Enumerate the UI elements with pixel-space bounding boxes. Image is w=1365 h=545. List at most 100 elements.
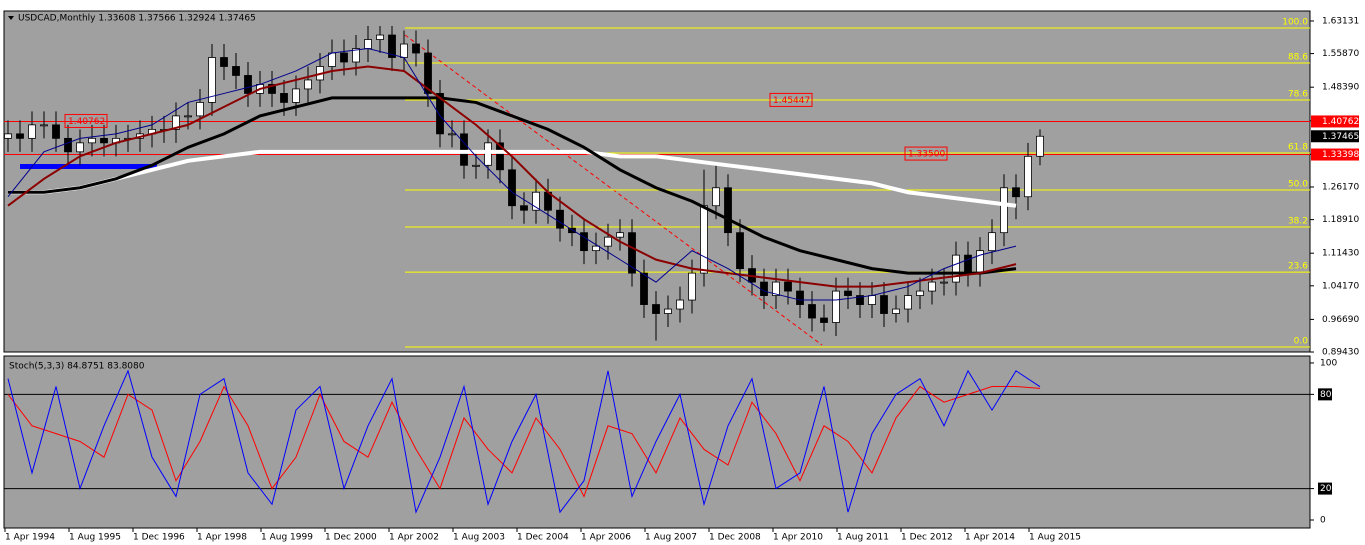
moving-average	[8, 96, 1017, 275]
candle-body	[904, 295, 912, 310]
candle-body	[100, 137, 108, 144]
candle-body	[76, 142, 84, 153]
candle-body	[520, 205, 528, 211]
candle-body	[532, 191, 540, 211]
candle-body	[988, 232, 996, 252]
y-tick-label: 80	[1320, 390, 1332, 400]
candle-body	[484, 142, 492, 166]
moving-average	[7, 65, 1017, 288]
candle-body	[700, 205, 708, 274]
annotation-box	[769, 92, 813, 107]
candle-body	[232, 66, 240, 76]
candle-body	[184, 115, 192, 118]
candle-body	[172, 115, 180, 130]
stoch-line	[7, 385, 1041, 498]
candle-body	[280, 93, 288, 103]
y-tick-label: 0	[1320, 515, 1326, 525]
candle-body	[472, 164, 480, 167]
candle-body	[676, 299, 684, 310]
candle-body	[52, 124, 60, 139]
candle-body	[436, 93, 444, 135]
candle-body	[736, 232, 744, 270]
x-tick-label: 1 Apr 2014	[965, 533, 1015, 543]
fib-label: 23.6	[1288, 262, 1308, 272]
price-tag	[1311, 115, 1359, 128]
annotation-label: 1.33500	[908, 150, 945, 160]
x-tick-label: 1 Aug 2003	[453, 533, 505, 543]
candle-body	[244, 75, 252, 94]
x-tick-label: 1 Dec 2008	[709, 533, 761, 543]
candle-body	[220, 57, 228, 67]
annotation-label: 1.45447	[773, 96, 810, 106]
candle-body	[640, 272, 648, 305]
x-tick-label: 1 Dec 2000	[325, 533, 377, 543]
candle-body	[16, 133, 24, 139]
chart-title: USDCAD,Monthly 1.33608 1.37566 1.32924 1…	[18, 14, 256, 24]
candle-body	[964, 254, 972, 274]
candle-body	[1012, 187, 1020, 198]
candle-body	[292, 88, 300, 103]
y-tick-label: 100	[1320, 358, 1337, 368]
candle-body	[364, 39, 372, 49]
y-tick-label: 1.55870	[1322, 49, 1359, 59]
candle-body	[880, 295, 888, 314]
candle-body	[832, 290, 840, 323]
price-tag-label: 1.33398	[1322, 150, 1359, 160]
candle-body	[940, 281, 948, 284]
fib-label: 88.6	[1288, 52, 1308, 62]
candle-body	[352, 48, 360, 63]
candle-body	[868, 295, 876, 305]
x-tick-label: 1 Apr 2002	[389, 533, 439, 543]
candle-body	[628, 232, 636, 274]
candle-body	[64, 137, 72, 153]
y-tick-label: 1.11430	[1322, 249, 1359, 259]
candle-body	[1024, 155, 1032, 198]
candle-body	[1000, 187, 1008, 234]
y-tick-label: 20	[1320, 484, 1332, 494]
x-tick-label: 1 Dec 2004	[517, 533, 569, 543]
fib-label: 0.0	[1294, 337, 1309, 347]
candle-body	[40, 124, 48, 127]
zone-bar	[20, 164, 157, 169]
candle-body	[388, 34, 396, 58]
y-tick-label: 1.48390	[1322, 83, 1359, 93]
x-tick-label: 1 Apr 1994	[5, 533, 55, 543]
candle-body	[196, 102, 204, 117]
last-price-label: 1.37465	[1322, 132, 1359, 142]
annotation-label: 1.40762	[68, 117, 105, 127]
candle-body	[688, 272, 696, 301]
candle-body	[652, 304, 660, 314]
candle-body	[508, 169, 516, 207]
candle-body	[424, 52, 432, 94]
price-panel	[3, 10, 1311, 353]
candle-body	[88, 137, 96, 144]
level-tag	[1318, 388, 1332, 401]
candle-body	[664, 308, 672, 314]
candle-body	[460, 133, 468, 166]
candle-body	[892, 308, 900, 314]
x-tick-label: 1 Aug 2007	[645, 533, 697, 543]
candle-body	[928, 281, 936, 292]
candle-body	[328, 52, 336, 67]
candle-body	[952, 254, 960, 283]
x-tick-label: 1 Aug 1999	[261, 533, 313, 543]
fib-label: 100.0	[1282, 17, 1308, 27]
candle-body	[760, 281, 768, 296]
candle-body	[772, 281, 780, 296]
candle-body	[784, 281, 792, 292]
x-tick-label: 1 Apr 2006	[581, 533, 631, 543]
moving-average	[7, 48, 1017, 301]
y-tick-label: 1.63131	[1322, 16, 1359, 26]
x-tick-label: 1 Aug 2011	[837, 533, 889, 543]
candle-body	[820, 317, 828, 323]
moving-average	[8, 149, 1017, 208]
y-tick-label: 1.04170	[1322, 281, 1359, 291]
annotation-box	[904, 146, 948, 161]
candle-body	[580, 232, 588, 252]
x-tick-label: 1 Dec 2012	[901, 533, 953, 543]
x-tick-label: 1 Apr 1998	[197, 533, 247, 543]
candle-body	[856, 295, 864, 305]
candle-body	[400, 43, 408, 58]
fib-label: 78.6	[1288, 89, 1308, 99]
